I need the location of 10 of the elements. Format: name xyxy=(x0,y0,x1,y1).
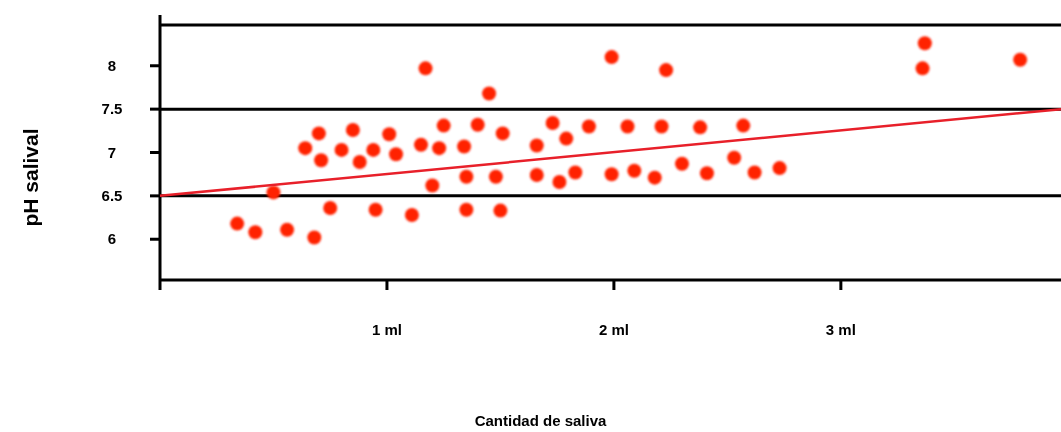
y-tick-label: 8 xyxy=(107,57,117,75)
x-tick-label: 2 ml xyxy=(598,321,629,338)
y-tick-label: 6.5 xyxy=(101,187,123,205)
y-tick-label: 6 xyxy=(107,230,117,248)
x-tick-label: 3 ml xyxy=(825,321,856,338)
y-tick-label: 7 xyxy=(107,143,117,161)
x-axis-title: Cantidad de saliva xyxy=(474,412,608,429)
x-tick-label: 1 ml xyxy=(371,321,402,338)
y-tick-label: 7.5 xyxy=(101,100,123,118)
y-axis-title: pH salival xyxy=(19,128,42,227)
